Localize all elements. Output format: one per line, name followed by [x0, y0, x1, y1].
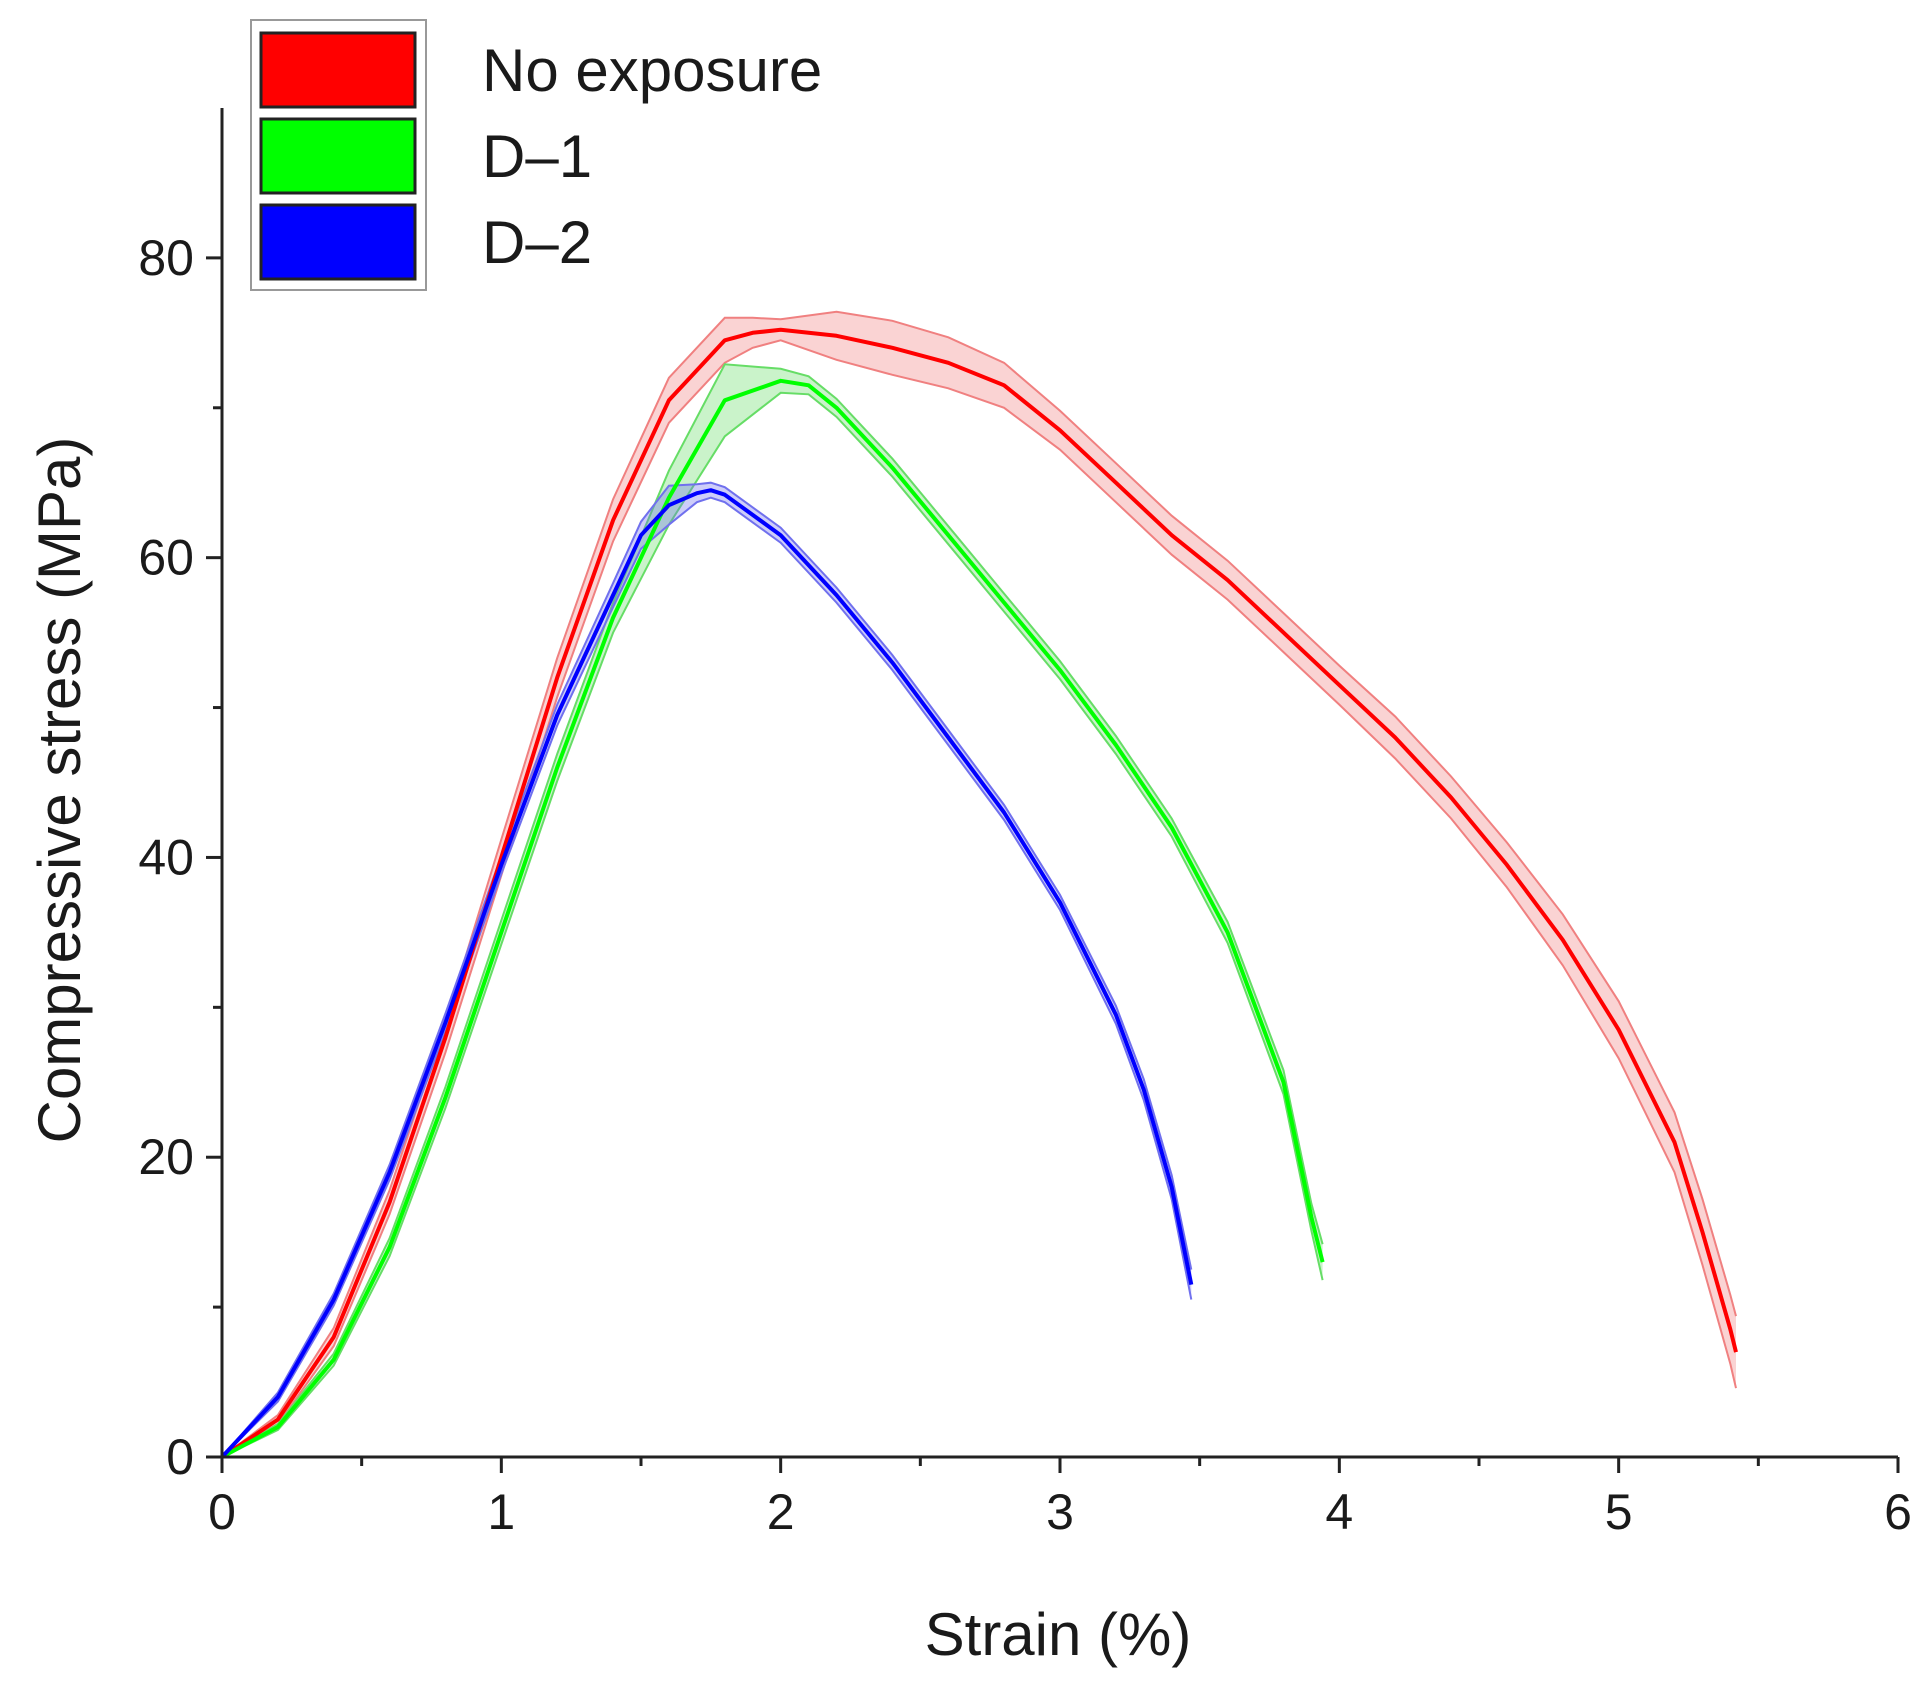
x-tick-label: 3 — [1046, 1484, 1074, 1540]
error-bands — [221, 310, 1737, 1458]
series-band-upper-2 — [221, 481, 1193, 1458]
legend-swatch-2 — [259, 203, 417, 281]
legend-label-0: No exposure — [482, 37, 822, 104]
series-band-upper-0 — [221, 310, 1737, 1458]
series-band-0 — [222, 311, 1736, 1457]
x-tick-label: 6 — [1884, 1484, 1912, 1540]
x-tick-label: 4 — [1325, 1484, 1353, 1540]
series-band-lower-1 — [221, 391, 1324, 1458]
series-line-1 — [221, 378, 1325, 1459]
series-line-2 — [220, 488, 1194, 1459]
series-line-0 — [220, 327, 1738, 1459]
y-tick-label: 20 — [138, 1129, 194, 1185]
legend: No exposure D–1 D–2 — [250, 19, 822, 291]
series-lines — [220, 327, 1738, 1459]
legend-swatch-0 — [259, 31, 417, 109]
axes — [206, 108, 1900, 1473]
x-tick-label: 1 — [487, 1484, 515, 1540]
y-tick-label: 80 — [138, 230, 194, 286]
legend-label-1: D–1 — [482, 123, 592, 190]
legend-swatch-1 — [259, 117, 417, 195]
y-tick-label: 40 — [138, 829, 194, 885]
y-tick-label: 60 — [138, 530, 194, 586]
y-axis-title: Compressive stress (MPa) — [26, 437, 93, 1144]
series-band-upper-1 — [221, 363, 1324, 1458]
x-tick-label: 0 — [208, 1484, 236, 1540]
x-tick-label: 2 — [767, 1484, 795, 1540]
x-axis-title: Strain (%) — [925, 1601, 1192, 1668]
series-band-lower-0 — [221, 339, 1737, 1458]
y-tick-label: 0 — [166, 1429, 194, 1485]
series-band-lower-2 — [221, 496, 1193, 1458]
legend-label-2: D–2 — [482, 209, 592, 276]
series-band-2 — [222, 482, 1192, 1457]
x-tick-label: 5 — [1605, 1484, 1633, 1540]
